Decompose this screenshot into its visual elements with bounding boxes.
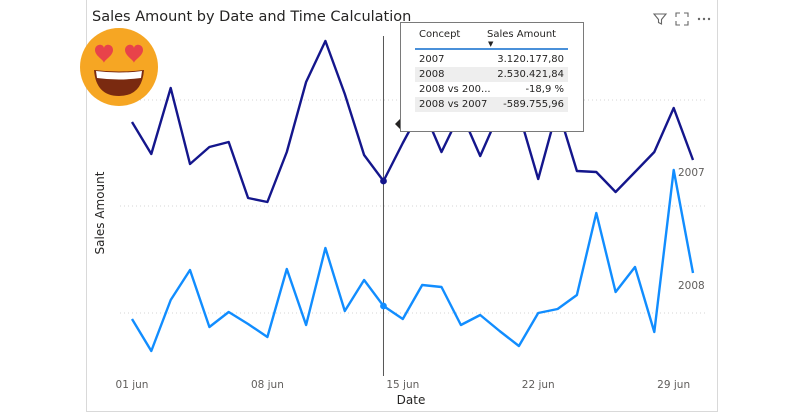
tooltip: Concept Sales Amount ▼ 2007 3.120.177,80… (400, 22, 584, 132)
tooltip-row-value: -589.755,96 (503, 99, 564, 110)
tooltip-row: 2007 3.120.177,80 (415, 52, 568, 67)
tooltip-header-concept[interactable]: Concept (419, 29, 461, 40)
visual-header-icons (652, 11, 714, 27)
series-end-labels: 2007 2008 (678, 167, 705, 292)
tooltip-row: 2008 vs 200... -18,9 % (415, 82, 568, 97)
x-axis-title: Date (397, 393, 426, 407)
tooltip-row-concept: 2008 vs 2007 (419, 99, 488, 110)
series-end-label: 2007 (678, 167, 705, 179)
filter-icon[interactable] (652, 11, 668, 27)
tooltip-row-value: -18,9 % (525, 84, 564, 95)
heart-left-eye-icon (95, 44, 113, 63)
more-options-icon[interactable] (696, 11, 712, 27)
tooltip-header-underline (415, 48, 568, 50)
x-tick-label: 01 jun (116, 379, 149, 391)
x-tick-label: 08 jun (251, 379, 284, 391)
y-axis-title: Sales Amount (93, 171, 107, 254)
tooltip-header-sales-amount[interactable]: Sales Amount (487, 29, 557, 40)
series-line-2008 (130, 168, 695, 353)
x-tick-label: 29 jun (657, 379, 690, 391)
hover-point-2008 (380, 302, 387, 310)
tooltip-row: 2008 vs 2007 -589.755,96 (415, 97, 568, 112)
x-tick-label: 15 jun (386, 379, 419, 391)
tooltip-row-concept: 2008 (419, 69, 445, 80)
tooltip-row-concept: 2008 vs 200... (419, 84, 491, 95)
sort-descending-icon: ▼ (488, 40, 494, 48)
series-end-label: 2008 (678, 280, 705, 292)
tooltip-row-concept: 2007 (419, 54, 445, 65)
hover-point-2007 (380, 177, 387, 185)
tooltip-row-value: 3.120.177,80 (497, 54, 564, 65)
heart-eyes-emoji (80, 28, 158, 106)
x-axis-ticks: 01 jun 08 jun 15 jun 22 jun 29 jun (116, 379, 691, 391)
chart-title: Sales Amount by Date and Time Calculatio… (92, 9, 412, 25)
heart-right-eye-icon (125, 44, 143, 63)
x-tick-label: 22 jun (522, 379, 555, 391)
hover-points (380, 177, 387, 310)
focus-mode-icon[interactable] (674, 11, 690, 27)
tooltip-pointer (395, 118, 401, 130)
tooltip-row: 2008 2.530.421,84 (415, 67, 568, 82)
tooltip-row-value: 2.530.421,84 (497, 69, 564, 80)
